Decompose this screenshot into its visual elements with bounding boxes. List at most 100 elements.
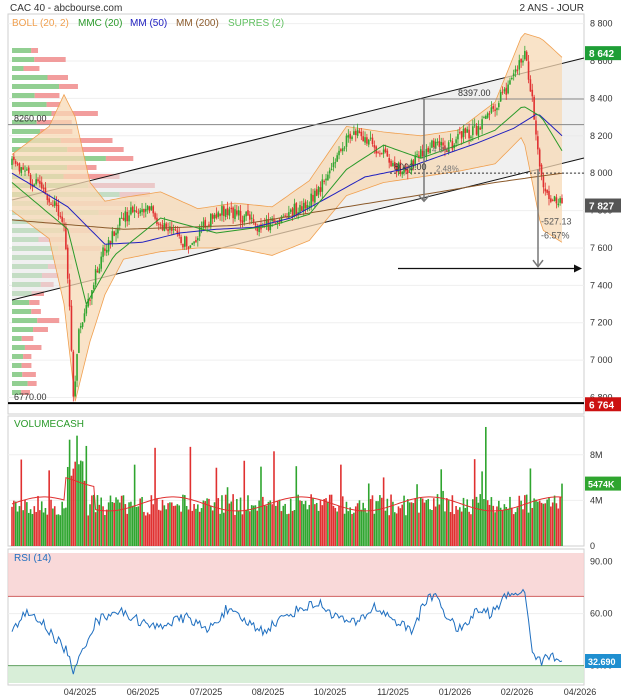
candle-body (301, 206, 303, 212)
candle-body (559, 198, 561, 203)
candle-body (460, 131, 463, 139)
volume-bar (533, 498, 535, 546)
volume-profile-bar (47, 75, 68, 80)
volume-bar (524, 495, 526, 546)
candle-body (522, 60, 524, 63)
level-6770-label: 6770.00 (14, 392, 47, 402)
volume-bar (380, 497, 383, 546)
volume-bar (197, 504, 199, 546)
volume-bar (65, 507, 67, 546)
candle-body (236, 210, 238, 215)
volume-bar (295, 466, 298, 546)
candle-body (144, 208, 147, 212)
candle-body (533, 96, 535, 120)
volume-profile-bar (12, 327, 34, 332)
volume-bar (304, 500, 307, 546)
x-tick-label: 06/2025 (127, 687, 160, 697)
measure-up-arrowhead (418, 195, 430, 203)
volume-bar (308, 504, 311, 546)
candle-body (117, 227, 119, 234)
candle-body (22, 167, 24, 170)
candle-body (68, 279, 71, 307)
volume-bar (548, 497, 550, 546)
volume-profile-bar (12, 102, 47, 107)
candle-body (293, 203, 296, 217)
price-marker-box (585, 397, 621, 412)
volume-bar (217, 498, 220, 546)
candle-body (321, 179, 324, 192)
candle-body (459, 132, 461, 134)
volume-profile-bar (24, 345, 42, 350)
candle-body (449, 139, 452, 141)
volume-bar (414, 498, 417, 546)
volume-bar (262, 496, 264, 546)
candle-body (289, 209, 292, 212)
volume-bar (42, 512, 45, 546)
volume-bar (540, 502, 543, 546)
candle-body (210, 213, 212, 228)
volume-bar (234, 514, 236, 546)
candle-body (128, 215, 130, 222)
volume-bar (341, 496, 344, 546)
volume-bar (228, 503, 231, 546)
candle-body (444, 145, 446, 150)
volume-profile-bar (12, 84, 60, 89)
candle-body (537, 136, 539, 150)
candle-body (87, 298, 89, 307)
candle-body (494, 109, 496, 112)
x-tick-label: 07/2025 (190, 687, 223, 697)
volume-bar (27, 512, 30, 546)
candle-body (314, 190, 316, 203)
volume-bar (184, 495, 186, 546)
candle-body (65, 226, 67, 250)
candle-body (334, 162, 337, 164)
candle-body (107, 240, 110, 252)
candle-body (440, 141, 443, 146)
volume-bar (310, 494, 312, 546)
volume-bar (553, 495, 556, 546)
x-tick-label: 10/2025 (314, 687, 347, 697)
volume-profile-bar (31, 309, 41, 314)
volume-bar (124, 504, 127, 546)
volume-bar (289, 498, 292, 546)
candle-body (356, 129, 359, 136)
candle-body (52, 204, 54, 206)
volume-bar (144, 515, 147, 546)
volume-tick-label: 0 (590, 541, 595, 551)
volume-profile-bar (46, 102, 61, 107)
candle-body (135, 210, 138, 213)
volume-bar (14, 501, 17, 546)
candle-body (100, 256, 102, 269)
candle-body (360, 131, 363, 137)
price-tick-label: 7 400 (590, 280, 613, 290)
volume-bar (250, 505, 253, 546)
candle-body (425, 148, 428, 156)
candle-body (332, 162, 335, 168)
volume-bar (336, 511, 338, 546)
candle-body (275, 223, 277, 225)
volume-bar (189, 446, 192, 546)
candle-body (475, 125, 478, 135)
rsi-line (11, 588, 563, 675)
volume-bar (384, 510, 387, 546)
candle-body (483, 117, 485, 119)
volume-bar (544, 503, 547, 546)
candle-body (509, 80, 511, 85)
candle-body (20, 167, 23, 174)
volume-bar (301, 500, 303, 546)
candle-body (343, 147, 346, 149)
volume-bar (330, 494, 333, 546)
candle-body (373, 144, 376, 148)
price-tick-label: 8 800 (590, 19, 613, 29)
volume-bar (546, 499, 548, 546)
volume-bar (462, 497, 465, 546)
candle-body (362, 136, 364, 142)
volume-bar (239, 497, 242, 546)
volume-profile-bar (12, 120, 37, 125)
volume-bar (68, 439, 71, 546)
volume-plot (8, 426, 584, 546)
volume-bar (382, 477, 385, 546)
volume-profile-bar (12, 372, 23, 377)
volume-bar (481, 471, 483, 546)
candle-body (237, 210, 240, 216)
